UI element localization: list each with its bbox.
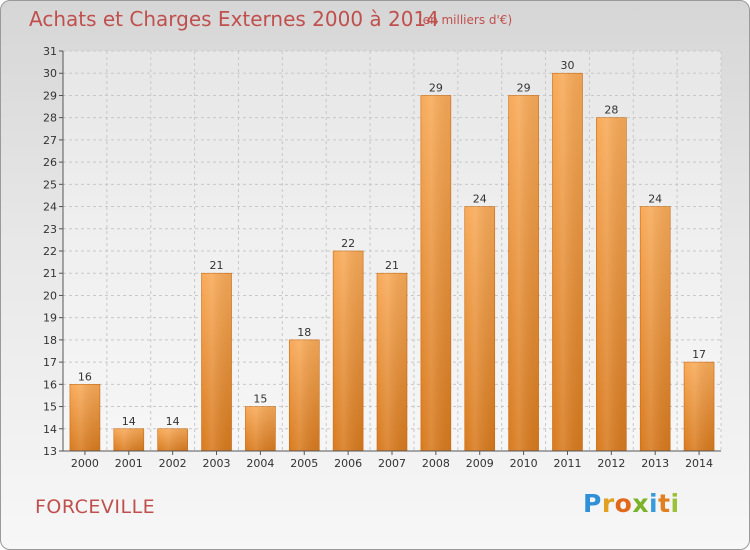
data-label: 18 — [297, 326, 311, 339]
x-tick-label: 2007 — [378, 457, 406, 470]
bar-highlight — [552, 73, 583, 451]
x-tick-label: 2001 — [115, 457, 143, 470]
x-tick-label: 2014 — [685, 457, 713, 470]
bar-highlight — [289, 339, 320, 451]
x-tick-label: 2002 — [159, 457, 187, 470]
x-tick-label: 2009 — [466, 457, 494, 470]
data-label: 29 — [517, 81, 531, 94]
data-label: 14 — [166, 415, 180, 428]
y-tick-label: 24 — [43, 201, 57, 214]
x-tick-label: 2003 — [203, 457, 231, 470]
bar-highlight — [508, 95, 539, 451]
data-label: 21 — [385, 259, 399, 272]
y-tick-label: 25 — [43, 178, 57, 191]
y-tick-label: 20 — [43, 289, 57, 302]
y-tick-label: 31 — [43, 45, 57, 58]
y-tick-label: 22 — [43, 245, 57, 258]
data-label: 15 — [253, 393, 267, 406]
data-label: 30 — [560, 59, 574, 72]
y-tick-label: 17 — [43, 356, 57, 369]
bar-highlight — [377, 273, 407, 451]
data-label: 29 — [429, 81, 443, 94]
location-name: FORCEVILLE — [35, 496, 156, 518]
x-tick-label: 2011 — [553, 457, 581, 470]
y-tick-label: 23 — [43, 223, 57, 236]
y-tick-label: 19 — [43, 312, 57, 325]
y-tick-label: 27 — [43, 134, 57, 147]
bar-highlight — [201, 273, 232, 451]
proxiti-logo: Proxiti — [583, 489, 680, 518]
bar-highlight — [157, 428, 188, 451]
bar-highlight — [464, 206, 495, 451]
bar-highlight — [596, 117, 627, 452]
x-tick-label: 2004 — [246, 457, 274, 470]
y-tick-label: 14 — [43, 423, 57, 436]
chart-title: Achats et Charges Externes 2000 à 2014 — [29, 7, 439, 31]
x-tick-label: 2013 — [641, 457, 669, 470]
data-label: 22 — [341, 237, 355, 250]
x-tick-label: 2010 — [510, 457, 538, 470]
data-label: 28 — [604, 104, 618, 117]
bar-highlight — [333, 251, 364, 451]
y-tick-label: 28 — [43, 112, 57, 125]
x-tick-label: 2000 — [71, 457, 99, 470]
data-label: 24 — [648, 193, 662, 206]
chart-unit: (en milliers d'€) — [418, 13, 513, 27]
y-tick-label: 26 — [43, 156, 57, 169]
bar-highlight — [69, 384, 100, 451]
bar-highlight — [640, 206, 671, 451]
x-tick-label: 2005 — [290, 457, 318, 470]
bar-highlight — [113, 428, 144, 451]
y-tick-label: 29 — [43, 89, 57, 102]
bar-highlight — [684, 362, 715, 451]
data-label: 21 — [210, 259, 224, 272]
data-label: 17 — [692, 348, 706, 361]
bar-highlight — [420, 95, 451, 451]
data-label: 24 — [473, 193, 487, 206]
data-label: 14 — [122, 415, 136, 428]
y-tick-label: 13 — [43, 445, 57, 458]
x-tick-label: 2012 — [597, 457, 625, 470]
y-tick-label: 16 — [43, 378, 57, 391]
y-tick-label: 15 — [43, 401, 57, 414]
x-tick-label: 2006 — [334, 457, 362, 470]
x-tick-label: 2008 — [422, 457, 450, 470]
bar-highlight — [245, 406, 276, 451]
y-tick-label: 21 — [43, 267, 57, 280]
y-tick-label: 18 — [43, 334, 57, 347]
y-tick-label: 30 — [43, 67, 57, 80]
data-label: 16 — [78, 370, 92, 383]
